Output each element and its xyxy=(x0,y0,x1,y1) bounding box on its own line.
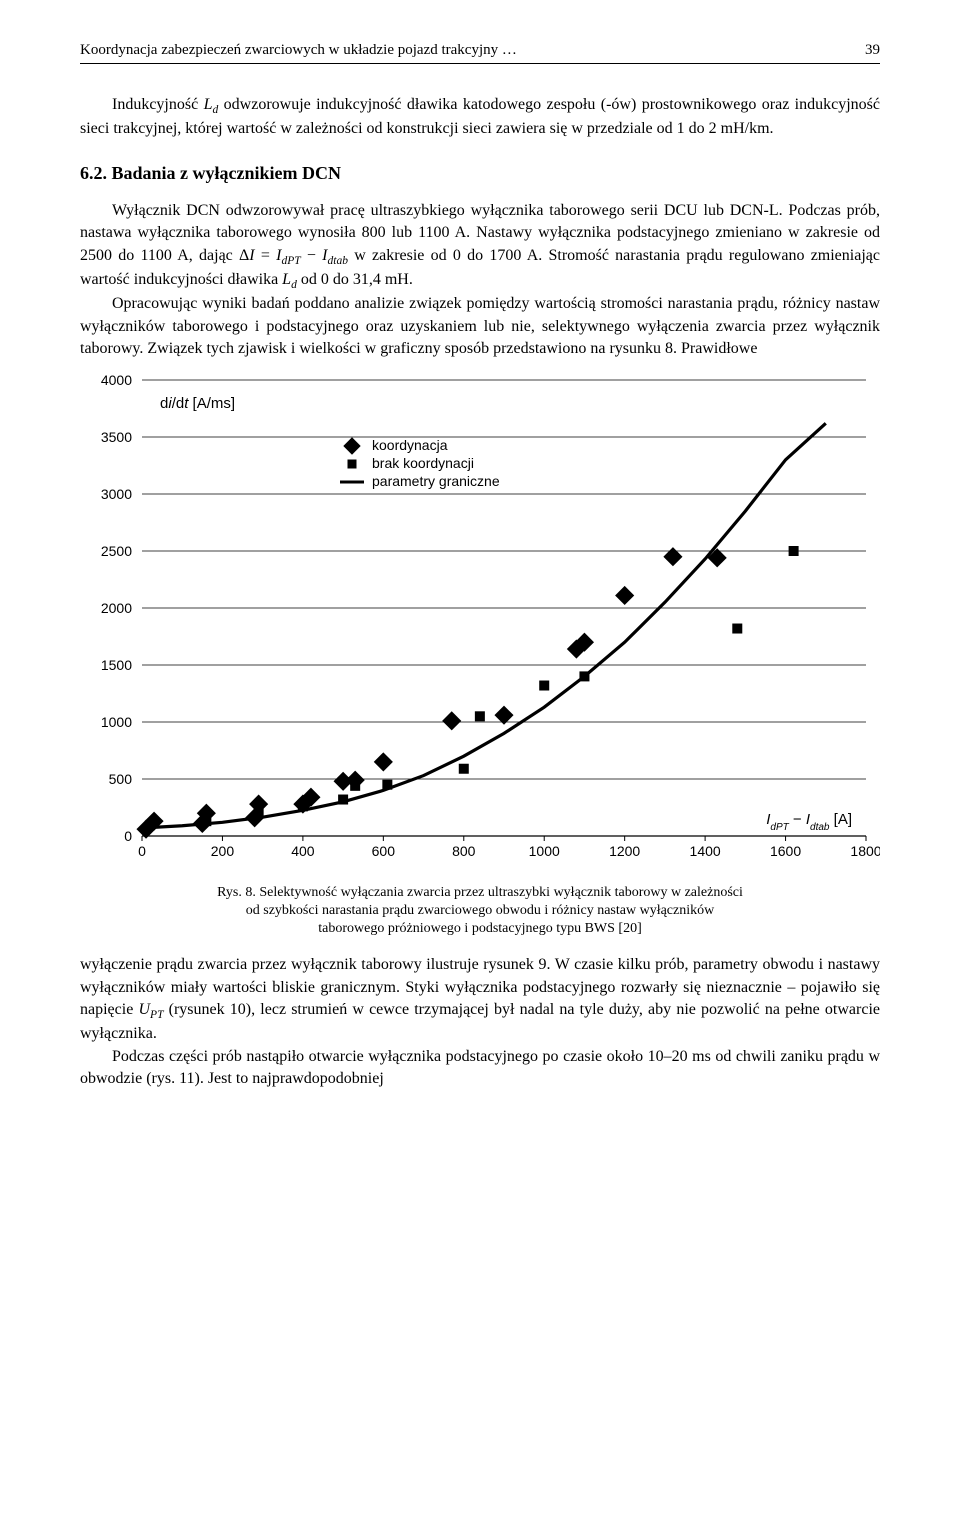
figure-8-chart: 0 200 400 600 800 1000 1200 1400 1600 1800 0 500 100… xyxy=(80,370,880,877)
svg-text:1000: 1000 xyxy=(101,714,132,730)
svg-text:brak koordynacji: brak koordynacji xyxy=(372,455,474,471)
svg-text:600: 600 xyxy=(372,843,396,859)
svg-text:koordynacja: koordynacja xyxy=(372,437,448,453)
svg-text:400: 400 xyxy=(291,843,315,859)
svg-text:1200: 1200 xyxy=(609,843,640,859)
svg-text:3500: 3500 xyxy=(101,429,132,445)
paragraph-1: Indukcyjność Ld odwzorowuje indukcyjność… xyxy=(80,94,880,141)
svg-text:0: 0 xyxy=(124,828,132,844)
svg-text:1500: 1500 xyxy=(101,657,132,673)
paragraph-5: Podczas części prób nastąpiło otwarcie w… xyxy=(80,1046,880,1091)
svg-text:parametry graniczne: parametry graniczne xyxy=(372,473,500,489)
running-title: Koordynacja zabezpieczeń zwarciowych w u… xyxy=(80,40,517,61)
chart-svg: 0 200 400 600 800 1000 1200 1400 1600 1800 0 500 100… xyxy=(80,370,880,870)
paragraph-3: Opracowując wyniki badań poddano analizi… xyxy=(80,293,880,360)
svg-text:0: 0 xyxy=(138,843,146,859)
svg-text:3000: 3000 xyxy=(101,486,132,502)
svg-text:di/dt [A/ms]: di/dt [A/ms] xyxy=(160,395,235,412)
svg-text:1000: 1000 xyxy=(529,843,560,859)
svg-text:2500: 2500 xyxy=(101,543,132,559)
page-number: 39 xyxy=(865,40,880,61)
section-title: 6.2. Badania z wyłącznikiem DCN xyxy=(80,161,880,186)
svg-text:200: 200 xyxy=(211,843,235,859)
svg-text:2000: 2000 xyxy=(101,600,132,616)
paragraph-4: wyłączenie prądu zwarcia przez wyłącznik… xyxy=(80,954,880,1045)
paragraph-2: Wyłącznik DCN odwzorowywał pracę ultrasz… xyxy=(80,200,880,293)
figure-8-caption: Rys. 8. Selektywność wyłączania zwarcia … xyxy=(100,884,860,939)
running-head: Koordynacja zabezpieczeń zwarciowych w u… xyxy=(80,40,880,64)
svg-text:500: 500 xyxy=(109,771,133,787)
svg-text:IdPT − Idtab [A]: IdPT − Idtab [A] xyxy=(766,811,852,833)
svg-text:1600: 1600 xyxy=(770,843,801,859)
svg-text:1800: 1800 xyxy=(850,843,880,859)
svg-text:800: 800 xyxy=(452,843,476,859)
svg-text:1400: 1400 xyxy=(690,843,721,859)
svg-text:4000: 4000 xyxy=(101,372,132,388)
